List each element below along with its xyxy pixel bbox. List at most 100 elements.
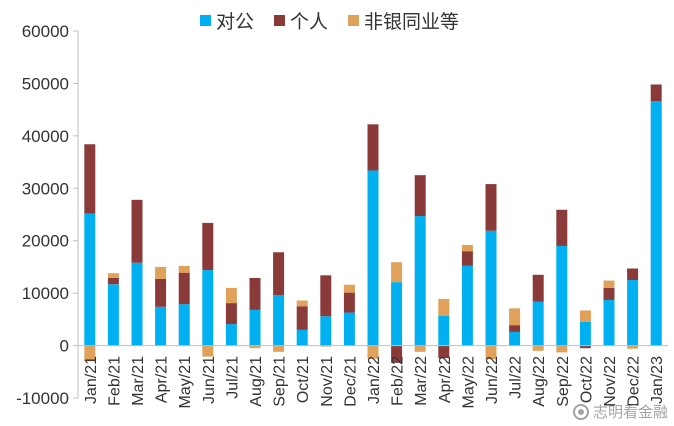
bar-segment-2: [391, 262, 403, 283]
bar-segment-1: [532, 274, 544, 302]
bar-segment-1: [225, 303, 237, 325]
x-tick-label: Mar/21: [130, 356, 147, 406]
bar-segment-2: [414, 345, 426, 352]
bar-segment-0: [296, 329, 308, 346]
bar-segment-2: [343, 284, 355, 293]
legend-item-corporate: 对公: [200, 7, 254, 34]
x-tick-label: Apr/22: [437, 356, 454, 403]
bar-segment-1: [485, 184, 497, 231]
watermark-text: 志明看金融: [592, 403, 668, 421]
bar-segment-0: [202, 270, 214, 346]
bar-segment-2: [485, 345, 497, 360]
bar-segment-0: [107, 284, 119, 346]
bar-segment-2: [178, 265, 190, 273]
legend-item-nonbank: 非银同业等: [348, 7, 459, 34]
bar-segment-0: [485, 230, 497, 346]
bar-segment-2: [273, 345, 285, 352]
bar-segment-1: [343, 292, 355, 313]
bar-segment-0: [414, 216, 426, 346]
bar-segment-2: [579, 310, 591, 322]
x-tick-label: Dec/22: [626, 356, 643, 407]
bar-segment-0: [367, 170, 379, 346]
y-tick-label: 20000: [22, 232, 69, 251]
bar-segment-2: [509, 308, 521, 326]
bar-segment-0: [461, 265, 473, 346]
x-tick-label: Feb/21: [106, 356, 123, 406]
x-tick-label: Nov/22: [602, 356, 619, 407]
bar-segment-1: [202, 222, 214, 271]
x-tick-label: Dec/21: [342, 356, 359, 407]
y-tick-label: -10000: [16, 389, 69, 408]
bar-segment-2: [225, 287, 237, 304]
x-tick-label: Jul/22: [508, 356, 525, 399]
legend-swatch: [200, 14, 211, 26]
bar-segment-1: [367, 124, 379, 171]
x-tick-label: Jul/21: [224, 356, 241, 399]
legend-item-personal: 个人: [274, 7, 328, 34]
wechat-circle-icon: [572, 403, 589, 420]
bar-segment-2: [603, 280, 615, 288]
x-tick-label: Jun/22: [484, 356, 501, 404]
y-tick-label: 10000: [22, 284, 69, 303]
bar-segment-1: [650, 84, 662, 102]
x-tick-label: Feb/22: [390, 356, 407, 406]
y-tick-label: 30000: [22, 179, 69, 198]
bar-segment-1: [84, 144, 96, 214]
bar-segment-1: [107, 277, 119, 285]
bar-segment-0: [556, 245, 568, 346]
bar-segment-0: [627, 280, 639, 346]
bar-segment-0: [603, 299, 615, 346]
x-tick-label: Oct/21: [295, 356, 312, 403]
bar-segment-2: [320, 345, 332, 347]
bar-segment-0: [509, 331, 521, 346]
bar-segment-2: [155, 266, 167, 279]
bar-segment-2: [438, 298, 450, 316]
x-tick-label: Oct/22: [578, 356, 595, 403]
bar-segment-0: [84, 213, 96, 346]
bar-segment-1: [178, 272, 190, 305]
bar-segment-1: [461, 251, 473, 266]
bar-segment-1: [579, 345, 591, 349]
bar-segment-0: [273, 295, 285, 346]
bars: [84, 84, 662, 363]
bar-segment-0: [225, 324, 237, 346]
x-tick-label: Apr/21: [154, 356, 171, 403]
bar-segment-0: [131, 262, 143, 346]
bar-segment-0: [155, 306, 167, 346]
bar-segment-0: [438, 315, 450, 346]
bar-segment-1: [155, 278, 167, 307]
bar-segment-1: [249, 277, 261, 310]
bar-segment-1: [627, 268, 639, 281]
bar-segment-1: [391, 345, 403, 363]
bar-segment-0: [178, 304, 190, 346]
bar-segment-1: [320, 275, 332, 317]
bar-segment-1: [509, 325, 521, 332]
bar-segment-1: [296, 306, 308, 330]
bar-segment-0: [532, 301, 544, 346]
x-tick-label: Nov/21: [319, 356, 336, 407]
x-tick-label: Jan/23: [649, 356, 666, 404]
x-tick-label: Sep/22: [555, 356, 572, 407]
legend-label: 对公: [216, 10, 255, 33]
bar-segment-0: [650, 101, 662, 346]
y-tick-label: 60000: [22, 22, 69, 41]
legend: 对公 个人 非银同业等: [200, 7, 479, 34]
x-tick-label: May/21: [177, 356, 194, 409]
bar-segment-2: [556, 345, 568, 353]
y-axis: -10000 0 10000 20000 30000 40000 50000 60000: [16, 22, 79, 408]
x-tick-label: Jan/22: [366, 356, 383, 404]
bar-segment-2: [249, 345, 261, 349]
bar-segment-1: [603, 287, 615, 300]
watermark: 志明看金融: [572, 401, 668, 422]
bar-segment-0: [579, 321, 591, 346]
bar-segment-1: [273, 252, 285, 296]
y-tick-label: 50000: [22, 74, 69, 93]
x-tick-label: Aug/22: [531, 356, 548, 407]
bar-segment-2: [84, 345, 96, 362]
x-axis: Jan/21 Feb/21 Mar/21 Apr/21 May/21 Jun/21 Jul/…: [78, 345, 668, 409]
bar-segment-1: [556, 209, 568, 246]
legend-swatch: [348, 14, 360, 26]
x-tick-label: Sep/21: [272, 356, 289, 407]
bar-segment-2: [461, 244, 473, 252]
